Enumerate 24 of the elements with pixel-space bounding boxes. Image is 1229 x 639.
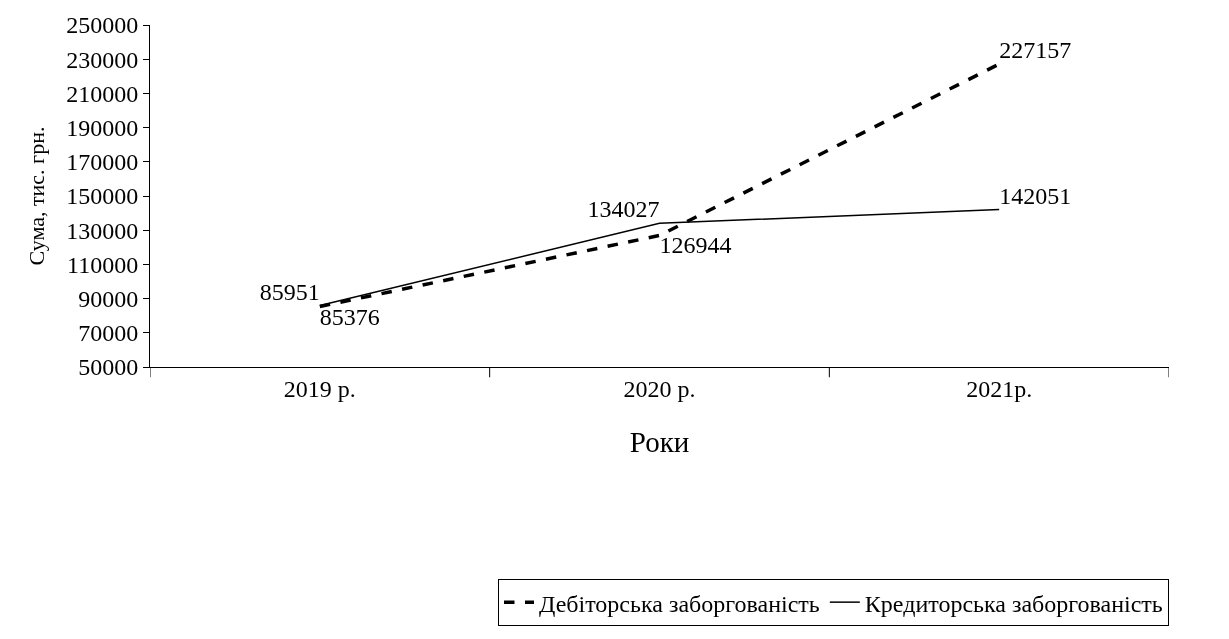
legend-label: Дебіторська заборгованість	[539, 590, 820, 617]
y-tick-label: 110000	[67, 251, 139, 278]
data-label: 85376	[319, 303, 380, 330]
y-tick-label: 230000	[66, 46, 139, 73]
data-label: 134027	[587, 196, 660, 223]
data-label: 227157	[999, 37, 1072, 64]
x-tick-label: 2021р.	[966, 375, 1033, 402]
data-label: 126944	[659, 232, 732, 259]
y-tick-label: 70000	[78, 320, 139, 347]
data-label: 85951	[259, 278, 320, 305]
x-tick-label: 2019 р.	[283, 375, 356, 402]
y-tick-label: 170000	[66, 149, 139, 176]
y-tick-label: 190000	[66, 115, 139, 141]
legend-label: Кредиторська заборгованість	[864, 590, 1163, 617]
y-tick-label: 50000	[78, 354, 139, 381]
x-axis-title: Роки	[629, 425, 690, 458]
y-tick-label: 90000	[78, 286, 139, 312]
y-tick-label: 210000	[66, 80, 139, 107]
y-tick-label: 250000	[66, 12, 139, 39]
y-axis-title: Сума, тис. грн.	[24, 126, 49, 266]
y-tick-label: 150000	[66, 183, 139, 210]
data-label: 142051	[999, 182, 1072, 209]
x-tick-label: 2020 р.	[623, 375, 696, 402]
y-tick-label: 130000	[66, 217, 139, 244]
